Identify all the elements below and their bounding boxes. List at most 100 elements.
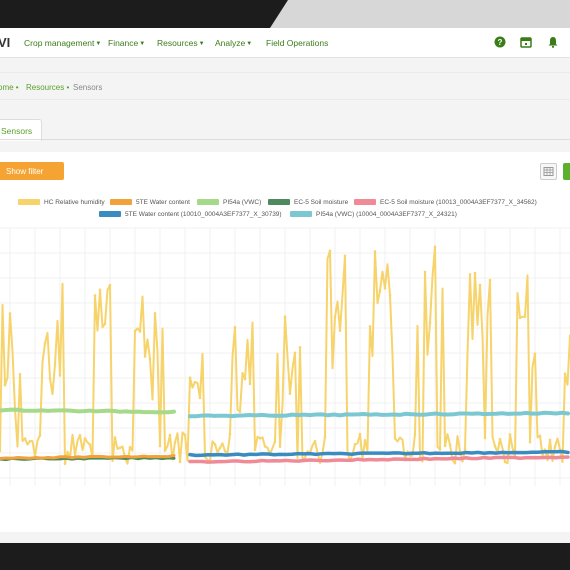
humidity-point[interactable] (3, 383, 7, 387)
humidity-point[interactable] (213, 443, 217, 446)
humidity-point[interactable] (193, 380, 197, 384)
legend-label[interactable]: 5TE Water content (136, 199, 190, 206)
humidity-point[interactable] (428, 321, 432, 325)
humidity-point[interactable] (498, 437, 502, 441)
humidity-point[interactable] (563, 372, 567, 375)
humidity-point[interactable] (523, 315, 527, 318)
humidity-point[interactable] (553, 445, 557, 448)
series-pi54a-vwc-2[interactable] (188, 410, 570, 419)
legend-label[interactable]: PI54a (VWC) (10004_0004A3EF7377_X_24321) (316, 211, 457, 218)
humidity-point[interactable] (88, 443, 92, 446)
humidity-point[interactable] (138, 330, 142, 333)
humidity-point[interactable] (368, 325, 372, 328)
humidity-point[interactable] (468, 273, 472, 276)
humidity-point[interactable] (288, 392, 292, 395)
humidity-point[interactable] (148, 357, 152, 361)
humidity-point[interactable] (263, 445, 267, 448)
legend-label[interactable]: EC-5 Soil moisture (294, 199, 349, 206)
calendar-icon[interactable] (520, 36, 532, 48)
humidity-point[interactable] (168, 433, 172, 437)
humidity-point[interactable] (293, 351, 297, 355)
humidity-point[interactable] (183, 433, 187, 437)
legend-label[interactable]: HC Relative humidity (44, 199, 105, 206)
humidity-point[interactable] (93, 294, 97, 297)
humidity-point[interactable] (443, 444, 447, 448)
humidity-point[interactable] (0, 449, 2, 453)
humidity-point[interactable] (63, 462, 67, 466)
humidity-point[interactable] (338, 329, 342, 332)
humidity-point[interactable] (533, 352, 537, 355)
tab-sensors[interactable]: Sensors (0, 119, 42, 141)
legend-label[interactable]: PI54a (VWC) (223, 199, 261, 206)
brand-logo[interactable]: VI (0, 35, 11, 50)
humidity-point[interactable] (313, 439, 317, 443)
show-filter-button[interactable]: Show filter (0, 162, 64, 180)
humidity-point[interactable] (238, 410, 242, 413)
humidity-point[interactable] (278, 445, 282, 448)
humidity-point[interactable] (173, 441, 177, 444)
humidity-point[interactable] (363, 438, 367, 442)
humidity-point[interactable] (158, 444, 162, 448)
humidity-point[interactable] (28, 439, 32, 443)
humidity-point[interactable] (143, 355, 147, 358)
humidity-point[interactable] (518, 316, 522, 320)
humidity-point[interactable] (83, 437, 87, 440)
nav-crop-management[interactable]: Crop management▼ (24, 38, 101, 48)
humidity-point[interactable] (178, 460, 182, 464)
humidity-point[interactable] (8, 312, 12, 315)
humidity-point[interactable] (478, 283, 482, 287)
nav-analyze[interactable]: Analyze▼ (215, 38, 252, 48)
humidity-point[interactable] (433, 245, 437, 249)
humidity-point[interactable] (453, 461, 457, 465)
humidity-point[interactable] (98, 288, 102, 292)
humidity-point[interactable] (23, 437, 27, 440)
humidity-point[interactable] (118, 446, 122, 450)
humidity-point[interactable] (388, 294, 392, 297)
humidity-point[interactable] (473, 271, 477, 275)
legend-label[interactable]: EC-5 Soil moisture (10013_0004A3EF7377_X… (380, 199, 537, 206)
humidity-point[interactable] (188, 376, 192, 379)
humidity-point[interactable] (198, 396, 202, 400)
humidity-point[interactable] (438, 448, 442, 451)
humidity-point[interactable] (223, 449, 227, 453)
humidity-point[interactable] (133, 329, 137, 333)
series-5te-water-content[interactable] (0, 454, 176, 460)
humidity-point[interactable] (78, 433, 82, 437)
humidity-point[interactable] (488, 278, 492, 282)
humidity-point[interactable] (298, 345, 302, 349)
humidity-point[interactable] (503, 460, 507, 464)
humidity-point[interactable] (323, 435, 327, 439)
humidity-point[interactable] (18, 373, 22, 376)
humidity-point[interactable] (463, 447, 467, 451)
humidity-point[interactable] (53, 362, 57, 366)
help-icon[interactable]: ? (494, 36, 506, 48)
series-pi54a-vwc[interactable] (0, 407, 176, 415)
humidity-point[interactable] (258, 437, 262, 440)
humidity-point[interactable] (413, 432, 417, 436)
humidity-point[interactable] (328, 249, 332, 253)
humidity-point[interactable] (153, 311, 157, 315)
humidity-point[interactable] (218, 446, 222, 450)
humidity-point[interactable] (243, 377, 247, 381)
table-view-button[interactable] (540, 163, 557, 180)
breadcrumb-home[interactable]: ome • (0, 83, 19, 92)
humidity-point[interactable] (248, 382, 252, 386)
humidity-point[interactable] (38, 434, 42, 437)
humidity-point[interactable] (538, 434, 542, 438)
humidity-point[interactable] (113, 436, 117, 439)
humidity-point[interactable] (103, 322, 107, 326)
series-ec5-soil-moisture-2[interactable] (188, 455, 570, 464)
series-5te-water-content-2[interactable] (188, 449, 570, 458)
humidity-point[interactable] (378, 289, 382, 292)
humidity-point[interactable] (358, 432, 362, 436)
humidity-point[interactable] (353, 442, 357, 446)
breadcrumb-resources[interactable]: Resources • (26, 83, 70, 92)
humidity-point[interactable] (303, 456, 307, 460)
humidity-point[interactable] (333, 315, 337, 319)
humidity-point[interactable] (48, 377, 52, 380)
humidity-point[interactable] (343, 254, 347, 258)
humidity-point[interactable] (448, 443, 452, 446)
nav-resources[interactable]: Resources▼ (157, 38, 205, 48)
humidity-point[interactable] (253, 448, 257, 452)
humidity-point[interactable] (423, 270, 427, 274)
